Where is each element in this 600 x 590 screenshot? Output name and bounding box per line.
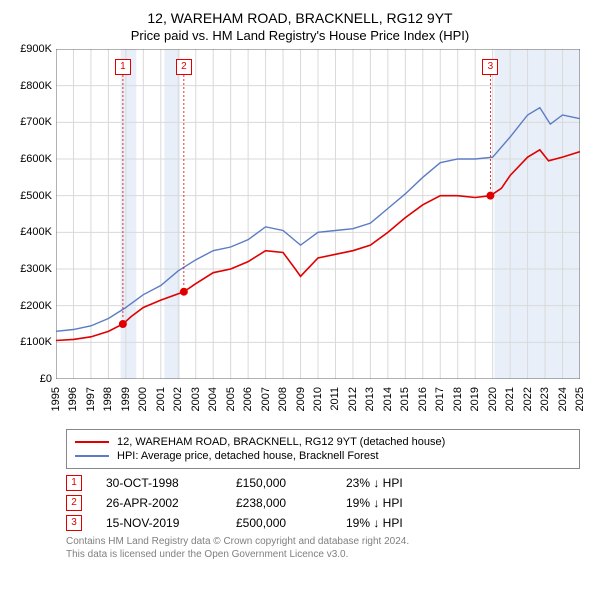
x-tick-label: 2006 [242, 387, 254, 411]
y-tick-label: £600K [20, 153, 52, 165]
legend-swatch [75, 455, 109, 457]
x-tick-label: 2015 [399, 387, 411, 411]
x-tick-label: 2023 [539, 387, 551, 411]
x-tick-label: 2002 [172, 387, 184, 411]
x-axis-labels: 1995199619971998199920002001200220032004… [56, 385, 580, 423]
y-axis-labels: £0£100K£200K£300K£400K£500K£600K£700K£80… [10, 49, 54, 379]
x-tick-label: 2018 [452, 387, 464, 411]
x-tick-label: 2024 [557, 387, 569, 411]
sale-delta: 19% ↓ HPI [346, 496, 403, 510]
plot-svg [56, 49, 580, 379]
legend-label: 12, WAREHAM ROAD, BRACKNELL, RG12 9YT (d… [117, 436, 445, 448]
y-tick-label: £300K [20, 263, 52, 275]
x-tick-label: 2014 [382, 387, 394, 411]
sale-delta: 23% ↓ HPI [346, 476, 403, 490]
y-tick-label: £900K [20, 43, 52, 55]
sale-delta: 19% ↓ HPI [346, 516, 403, 530]
x-tick-label: 2013 [364, 387, 376, 411]
x-tick-label: 2020 [487, 387, 499, 411]
x-tick-label: 2009 [295, 387, 307, 411]
x-tick-label: 1998 [102, 387, 114, 411]
sale-price: £150,000 [236, 476, 346, 490]
x-tick-label: 1997 [85, 387, 97, 411]
x-tick-label: 2012 [347, 387, 359, 411]
licence-line-1: Contains HM Land Registry data © Crown c… [66, 535, 580, 548]
sale-index-badge: 3 [66, 515, 82, 531]
x-tick-label: 2019 [469, 387, 481, 411]
sale-marker-2: 2 [176, 59, 192, 75]
sale-price: £500,000 [236, 516, 346, 530]
sale-date: 26-APR-2002 [106, 496, 236, 510]
sale-price: £238,000 [236, 496, 346, 510]
sale-date: 15-NOV-2019 [106, 516, 236, 530]
chart-figure: 12, WAREHAM ROAD, BRACKNELL, RG12 9YT Pr… [0, 0, 600, 565]
legend-item-hpi: HPI: Average price, detached house, Brac… [75, 450, 571, 462]
licence-text: Contains HM Land Registry data © Crown c… [66, 535, 580, 561]
y-tick-label: £700K [20, 116, 52, 128]
x-tick-label: 2001 [155, 387, 167, 411]
x-tick-label: 2003 [190, 387, 202, 411]
sales-table: 1 30-OCT-1998£150,00023% ↓ HPI 2 26-APR-200… [66, 475, 580, 531]
x-tick-label: 2010 [312, 387, 324, 411]
sale-row-1: 1 30-OCT-1998£150,00023% ↓ HPI [66, 475, 580, 491]
plot-area: £0£100K£200K£300K£400K£500K£600K£700K£80… [56, 49, 580, 379]
y-tick-label: £400K [20, 226, 52, 238]
y-tick-label: £100K [20, 336, 52, 348]
x-tick-label: 2000 [137, 387, 149, 411]
x-tick-label: 2011 [329, 387, 341, 411]
x-tick-label: 1999 [120, 387, 132, 411]
y-tick-label: £0 [40, 373, 52, 385]
x-tick-label: 2025 [574, 387, 586, 411]
x-tick-label: 2005 [225, 387, 237, 411]
x-tick-label: 1996 [67, 387, 79, 411]
sale-index-badge: 1 [66, 475, 82, 491]
x-tick-label: 1995 [50, 387, 62, 411]
y-tick-label: £200K [20, 300, 52, 312]
legend-swatch [75, 441, 109, 443]
x-tick-label: 2007 [260, 387, 272, 411]
y-tick-label: £800K [20, 80, 52, 92]
licence-line-2: This data is licensed under the Open Gov… [66, 548, 580, 561]
sale-index-badge: 2 [66, 495, 82, 511]
sale-marker-1: 1 [115, 59, 131, 75]
sale-row-2: 2 26-APR-2002£238,00019% ↓ HPI [66, 495, 580, 511]
x-tick-label: 2016 [417, 387, 429, 411]
x-tick-label: 2017 [434, 387, 446, 411]
chart-title: 12, WAREHAM ROAD, BRACKNELL, RG12 9YT [10, 10, 590, 26]
sale-marker-3: 3 [482, 59, 498, 75]
legend-label: HPI: Average price, detached house, Brac… [117, 450, 379, 462]
x-tick-label: 2021 [504, 387, 516, 411]
sale-row-3: 3 15-NOV-2019£500,00019% ↓ HPI [66, 515, 580, 531]
x-tick-label: 2008 [277, 387, 289, 411]
legend-item-property: 12, WAREHAM ROAD, BRACKNELL, RG12 9YT (d… [75, 436, 571, 448]
chart-subtitle: Price paid vs. HM Land Registry's House … [10, 28, 590, 43]
y-tick-label: £500K [20, 190, 52, 202]
legend: 12, WAREHAM ROAD, BRACKNELL, RG12 9YT (d… [66, 429, 580, 469]
sale-date: 30-OCT-1998 [106, 476, 236, 490]
x-tick-label: 2004 [207, 387, 219, 411]
x-tick-label: 2022 [522, 387, 534, 411]
